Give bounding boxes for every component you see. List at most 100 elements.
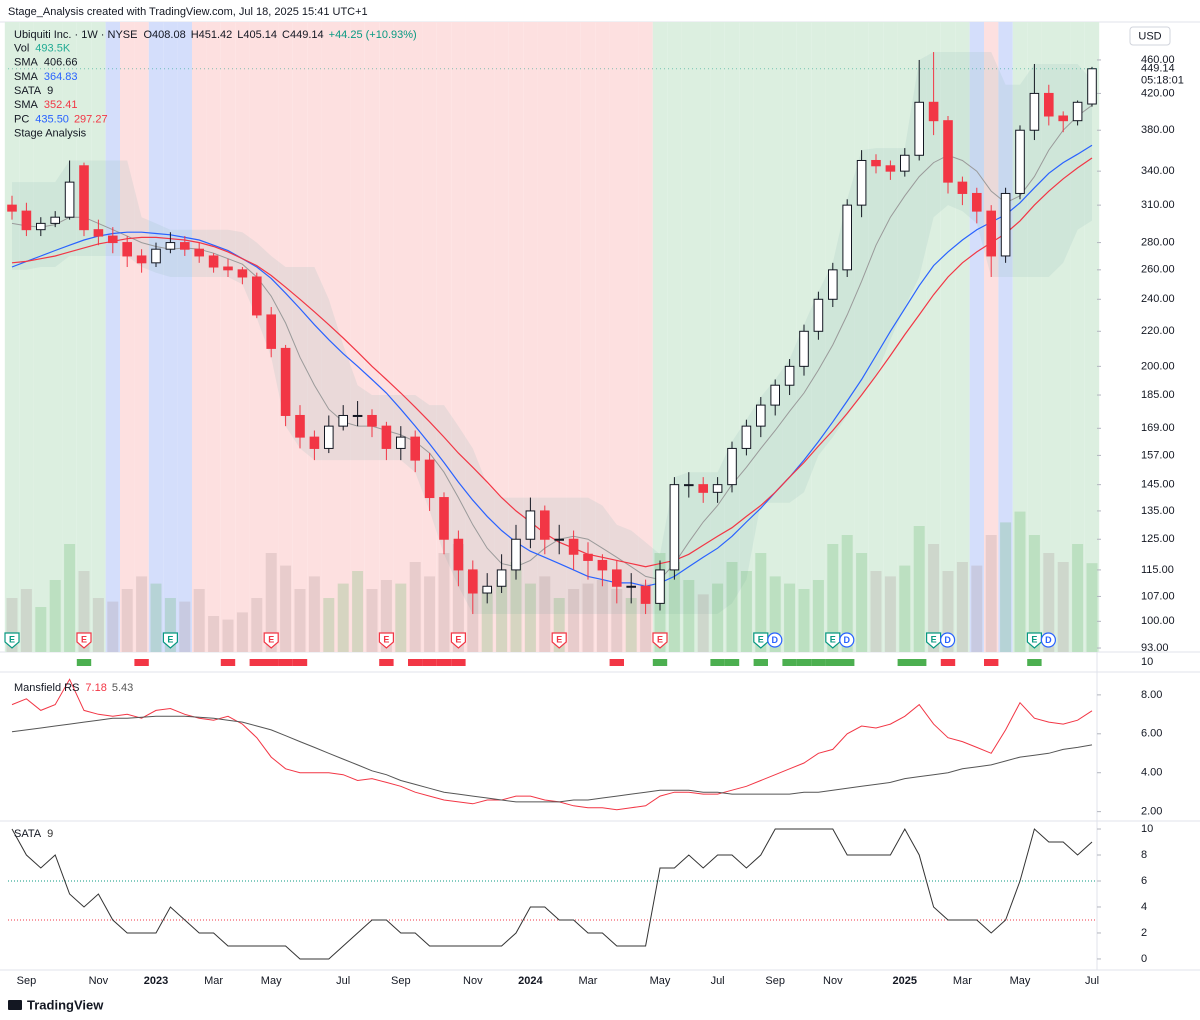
legend-name: SMA bbox=[14, 71, 39, 83]
signal-marker bbox=[912, 659, 927, 666]
x-tick-label: 2023 bbox=[144, 975, 168, 987]
dividend-label[interactable]: D bbox=[944, 635, 951, 645]
stage-background bbox=[1027, 22, 1042, 652]
signal-marker bbox=[897, 659, 912, 666]
stage-background bbox=[91, 22, 106, 652]
currency-box[interactable] bbox=[1129, 26, 1171, 46]
signal-marker bbox=[825, 659, 840, 666]
y-tick-label: 220.00 bbox=[1141, 325, 1175, 337]
dividend-marker[interactable] bbox=[939, 632, 956, 648]
volume-bar bbox=[107, 601, 119, 652]
volume-bar bbox=[812, 580, 824, 652]
signal-marker bbox=[220, 659, 236, 666]
stage-background bbox=[696, 22, 711, 652]
signal-marker bbox=[408, 659, 423, 666]
candle-body bbox=[914, 101, 925, 156]
last-price-label: 449.14 bbox=[1141, 63, 1175, 75]
earnings-label[interactable]: E bbox=[556, 634, 562, 644]
stage-background bbox=[912, 22, 927, 652]
candle-body bbox=[108, 235, 118, 244]
earnings-label[interactable]: E bbox=[931, 634, 937, 644]
earnings-label[interactable]: E bbox=[758, 634, 764, 644]
earnings-label[interactable]: E bbox=[455, 634, 461, 644]
candle-body bbox=[957, 181, 968, 194]
candle-body bbox=[727, 447, 737, 486]
earnings-label[interactable]: E bbox=[383, 634, 389, 644]
earnings-marker[interactable] bbox=[162, 632, 178, 649]
earnings-marker[interactable] bbox=[378, 632, 394, 649]
y-tick-label: 380.00 bbox=[1141, 124, 1175, 136]
candle-body bbox=[122, 242, 133, 257]
y-tick-label: 6.00 bbox=[1141, 728, 1162, 740]
dividend-marker[interactable] bbox=[839, 632, 855, 648]
y-tick-label: 2 bbox=[1141, 927, 1147, 939]
signal-marker bbox=[249, 659, 264, 666]
pane-title: SATA bbox=[14, 828, 42, 840]
signal-marker bbox=[724, 659, 740, 666]
pane-value: 7.18 bbox=[85, 682, 106, 694]
currency[interactable]: USD bbox=[1138, 30, 1161, 42]
dividend-marker[interactable] bbox=[1040, 632, 1057, 648]
candle-body bbox=[1044, 92, 1054, 117]
y-tick-label: 93.00 bbox=[1141, 642, 1169, 654]
ohlc-label: O408.08 bbox=[143, 29, 185, 41]
dividend-label[interactable]: D bbox=[772, 635, 779, 645]
y-tick-label: 115.00 bbox=[1141, 564, 1174, 576]
dividend-label[interactable]: D bbox=[1045, 635, 1052, 645]
earnings-marker[interactable] bbox=[263, 632, 279, 649]
earnings-label[interactable]: E bbox=[81, 634, 87, 644]
earnings-marker[interactable] bbox=[4, 632, 20, 649]
candle-body bbox=[151, 248, 161, 264]
candle-body bbox=[784, 365, 795, 386]
earnings-label[interactable]: E bbox=[830, 634, 836, 644]
stage-background bbox=[840, 22, 855, 652]
ohlc-label: C449.14 bbox=[282, 29, 324, 41]
stage-background bbox=[523, 22, 538, 652]
earnings-label[interactable]: E bbox=[1031, 634, 1037, 644]
candle-body bbox=[1015, 129, 1025, 194]
earnings-label[interactable]: E bbox=[167, 634, 173, 644]
y-tick-label: 125.00 bbox=[1141, 533, 1175, 545]
volume-bar bbox=[712, 583, 724, 652]
stage-background bbox=[969, 22, 984, 652]
stage-background bbox=[105, 22, 120, 652]
stage-background bbox=[278, 22, 293, 652]
earnings-marker[interactable] bbox=[926, 632, 942, 649]
volume-bar bbox=[740, 571, 752, 652]
y-tick-label: 169.00 bbox=[1141, 422, 1175, 434]
earnings-label[interactable]: E bbox=[268, 634, 274, 644]
earnings-marker[interactable] bbox=[450, 632, 466, 649]
earnings-label[interactable]: E bbox=[657, 634, 663, 644]
dividend-label[interactable]: D bbox=[844, 635, 851, 645]
stage-background bbox=[566, 22, 581, 652]
candle-body bbox=[540, 510, 550, 540]
y-tick-label: 6 bbox=[1141, 875, 1147, 887]
legend-value: 9 bbox=[47, 85, 53, 97]
stage-background bbox=[177, 22, 192, 652]
earnings-marker[interactable] bbox=[1026, 632, 1042, 649]
pane-value: 9 bbox=[47, 828, 53, 840]
volume-bar bbox=[769, 576, 781, 652]
earnings-marker[interactable] bbox=[551, 632, 567, 649]
candle-body bbox=[1072, 101, 1083, 122]
signal-marker bbox=[76, 659, 92, 666]
earnings-marker[interactable] bbox=[825, 632, 841, 649]
volume-bar bbox=[366, 589, 378, 652]
dividend-marker[interactable] bbox=[767, 632, 783, 648]
volume-bar bbox=[798, 589, 810, 652]
candle-body bbox=[352, 414, 363, 417]
header: Stage_Analysis created with TradingView.… bbox=[8, 6, 368, 18]
stage-background bbox=[465, 22, 480, 652]
signal-marker bbox=[840, 659, 855, 666]
candle-body bbox=[828, 269, 838, 300]
earnings-marker[interactable] bbox=[652, 632, 668, 649]
stage-background bbox=[480, 22, 495, 652]
volume-bar bbox=[1072, 544, 1084, 652]
earnings-marker[interactable] bbox=[76, 632, 92, 649]
y-tick-label: 200.00 bbox=[1141, 360, 1175, 372]
signal-marker bbox=[264, 659, 279, 666]
volume-bar bbox=[1043, 553, 1055, 652]
earnings-label[interactable]: E bbox=[9, 634, 15, 644]
earnings-marker[interactable] bbox=[753, 632, 769, 649]
